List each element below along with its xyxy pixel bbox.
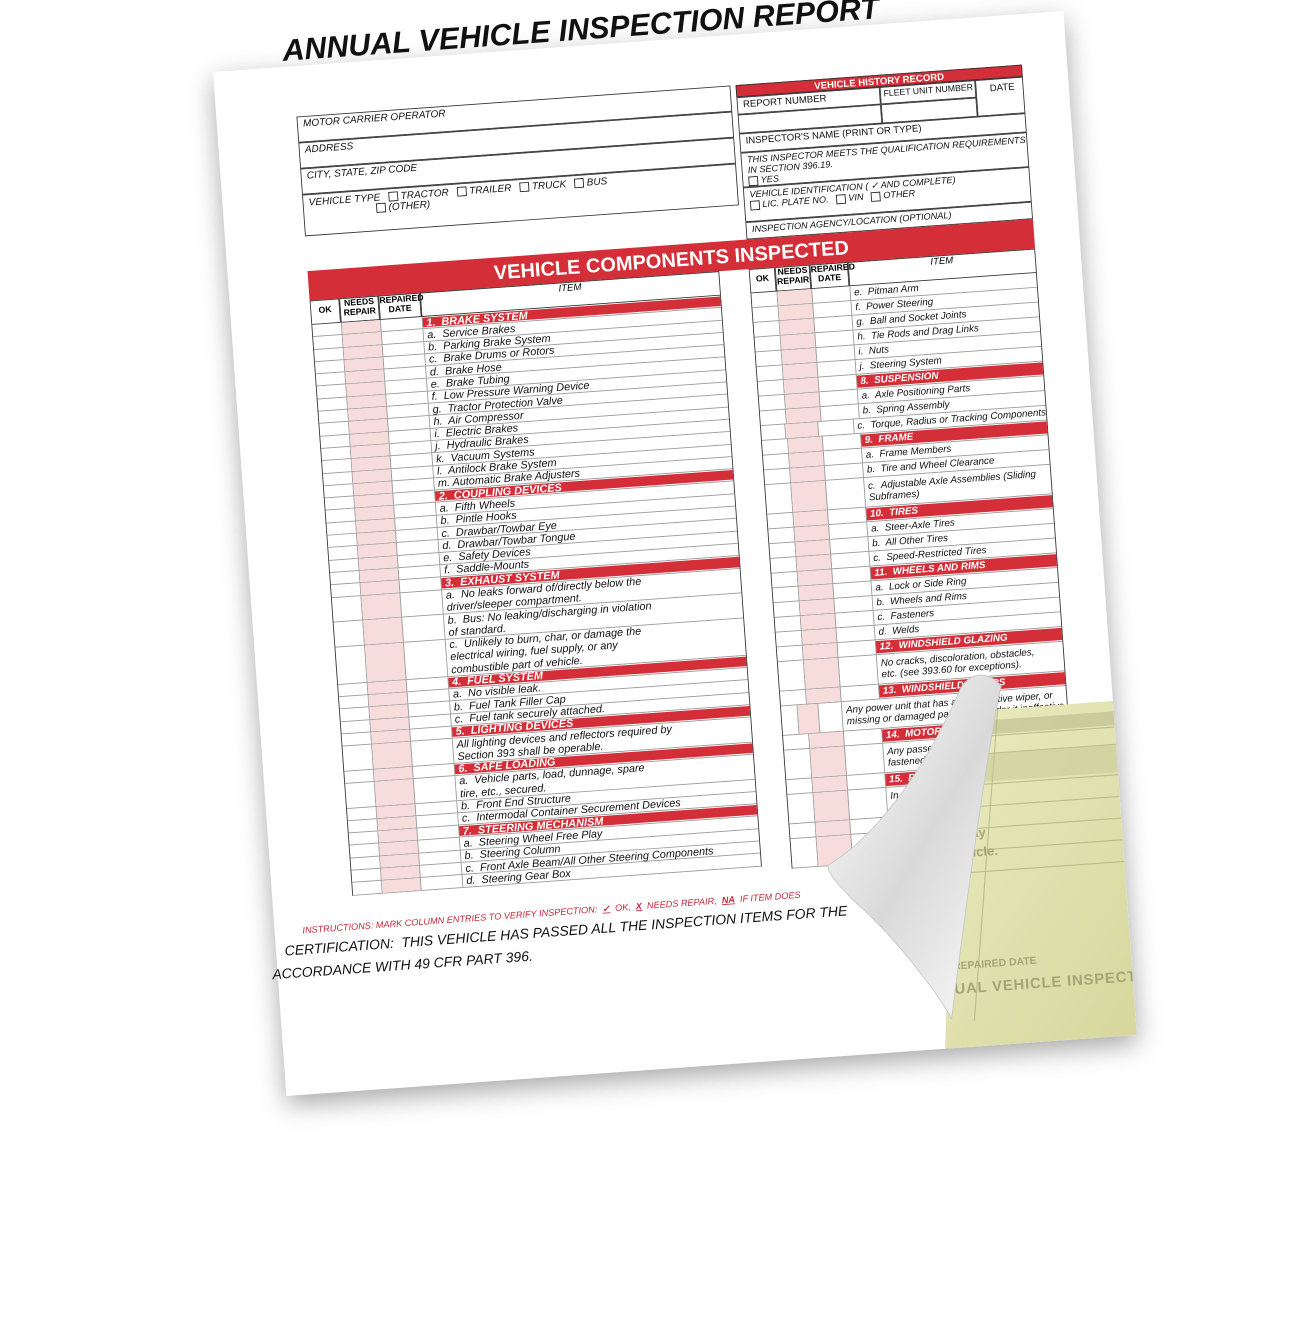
svg-text:ANNUAL VEHICLE INSPECTION IN: ANNUAL VEHICLE INSPECTION IN — [919, 965, 1187, 1000]
svg-text:REPAIRED DATE: REPAIRED DATE — [953, 956, 1037, 973]
